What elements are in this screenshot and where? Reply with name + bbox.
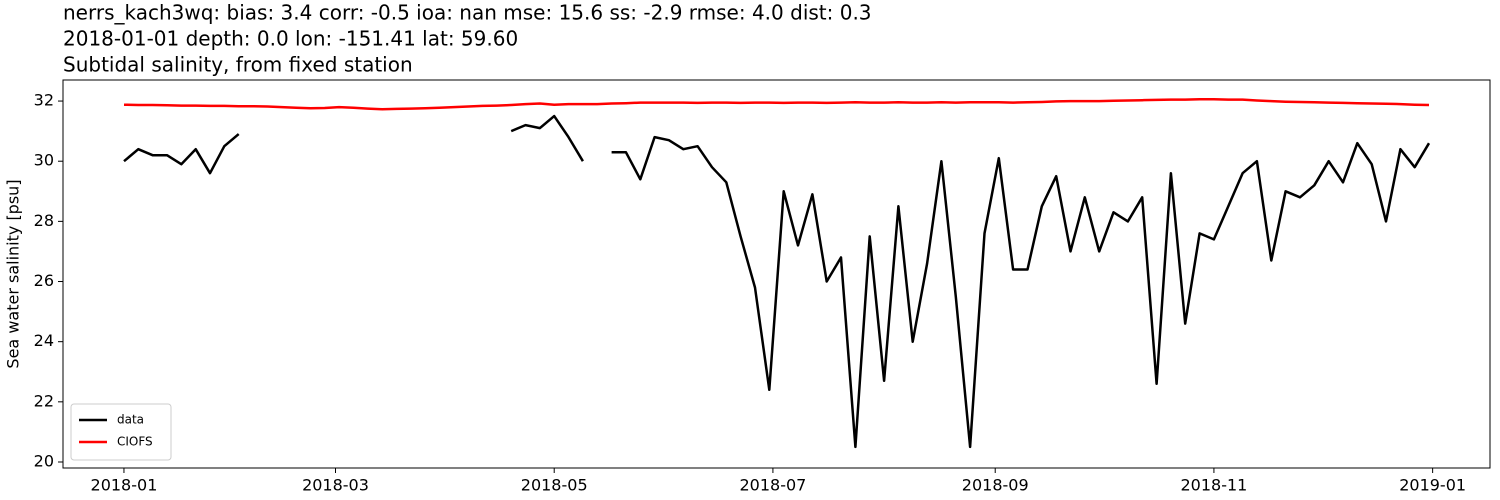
x-tick-label: 2018-03 [302,476,369,495]
y-tick-label: 28 [34,211,54,230]
y-axis-label: Sea water salinity [psu] [4,179,23,368]
chart-title: nerrs_kach3wq: bias: 3.4 corr: -0.5 ioa:… [63,1,872,25]
chart-title: 2018-01-01 depth: 0.0 lon: -151.41 lat: … [63,27,518,51]
y-tick-label: 22 [34,391,54,410]
x-tick-label: 2018-07 [739,476,806,495]
y-tick-label: 30 [34,151,54,170]
y-tick-label: 26 [34,271,54,290]
y-tick-label: 32 [34,91,54,110]
y-tick-label: 20 [34,451,54,470]
series-line [123,97,1430,111]
x-tick-label: 2018-11 [1180,476,1247,495]
series-line [123,114,1431,449]
legend-label: CIOFS [117,435,153,449]
legend-box [70,403,172,461]
x-tick-label: 2019-01 [1399,476,1466,495]
legend-label: data [117,413,144,427]
plot-frame [62,79,1491,469]
legend: data CIOFS [70,403,172,461]
x-tick-label: 2018-01 [91,476,158,495]
y-tick-label: 24 [34,331,54,350]
chart-title: Subtidal salinity, from fixed station [63,53,413,77]
x-tick-label: 2018-09 [962,476,1029,495]
x-tick-label: 2018-05 [521,476,588,495]
